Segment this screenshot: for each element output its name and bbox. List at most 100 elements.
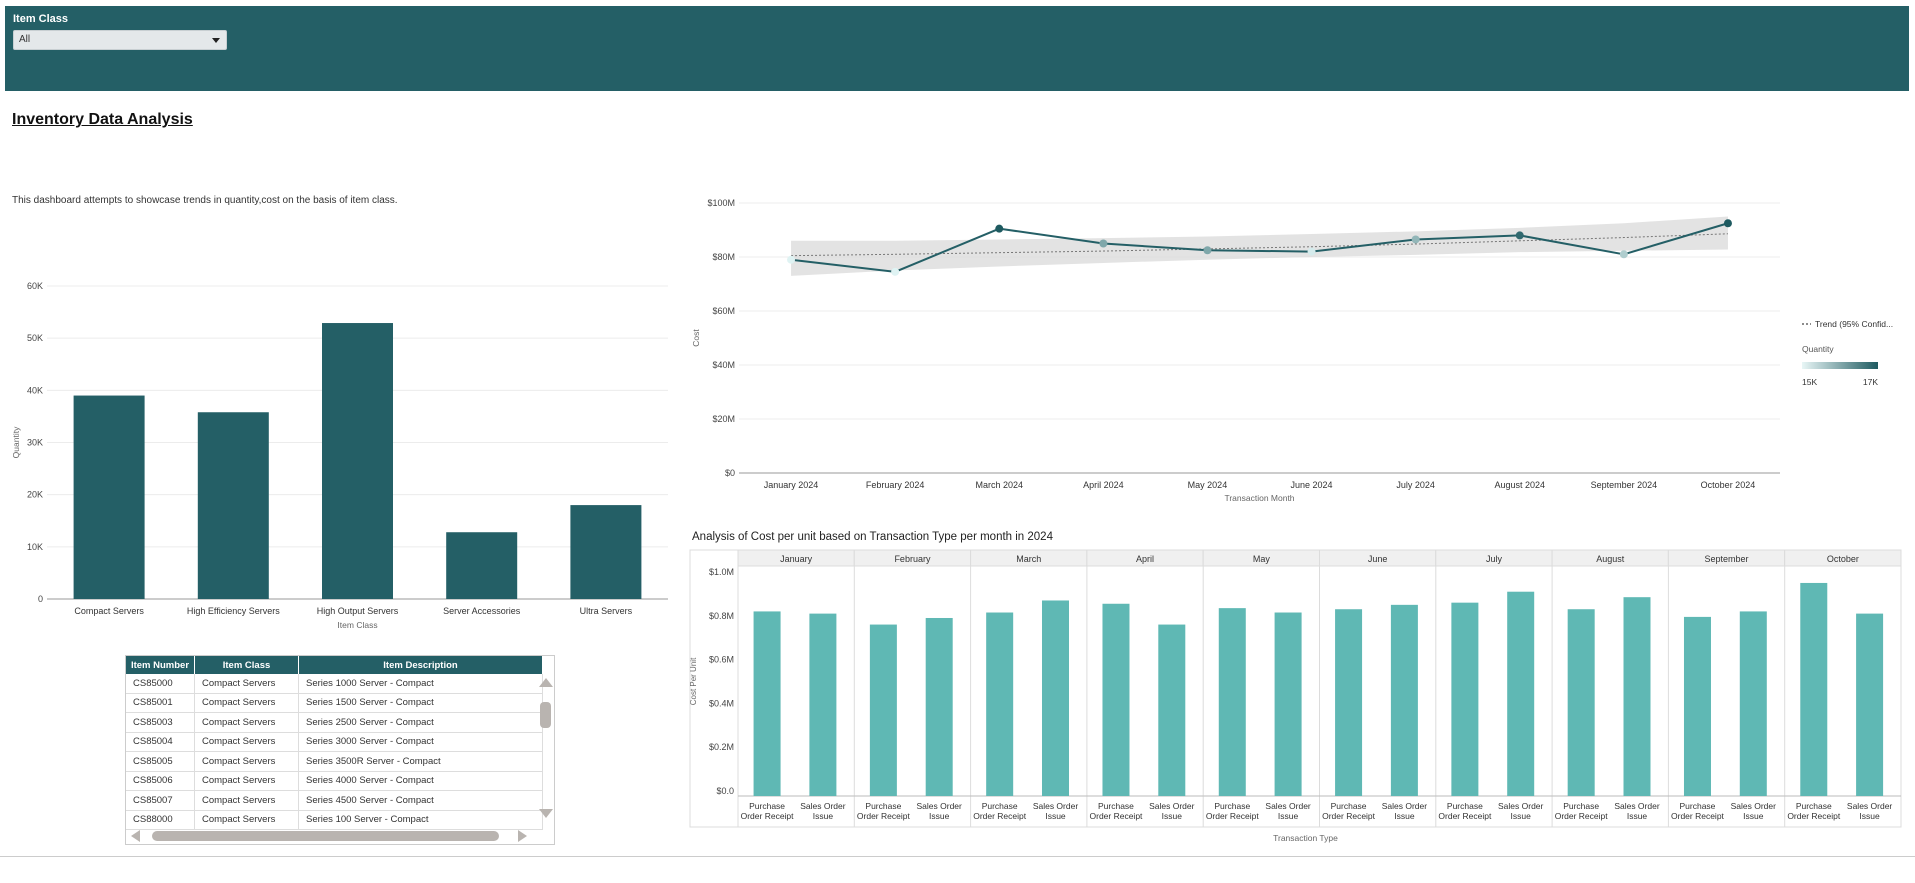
cell-item-class: Compact Servers bbox=[194, 693, 299, 713]
item-table: Item Number Item Class Item Description … bbox=[125, 655, 555, 845]
cell-item-number: CS85005 bbox=[126, 751, 195, 772]
bar-high-efficiency-servers bbox=[197, 412, 269, 599]
x-tick-label: Order Receipt bbox=[1787, 811, 1841, 821]
column-header-item-number[interactable]: Item Number bbox=[126, 656, 195, 674]
cell-item-number: CS85006 bbox=[126, 771, 195, 791]
horizontal-scrollbar[interactable] bbox=[126, 826, 554, 844]
table-row[interactable]: CS85001 Compact Servers Series 1500 Server… bbox=[126, 693, 543, 713]
cell-item-description: Series 1000 Server - Compact bbox=[298, 674, 543, 694]
bar-may-sales-order-issue bbox=[1274, 612, 1302, 796]
x-tick-label: Purchase bbox=[1098, 801, 1134, 811]
x-tick-label: Sales Order bbox=[1847, 801, 1893, 811]
x-tick-label: High Output Servers bbox=[317, 606, 399, 616]
panel-title: August bbox=[1596, 554, 1625, 564]
cell-item-number: CS85000 bbox=[126, 674, 195, 694]
column-header-item-class[interactable]: Item Class bbox=[194, 656, 299, 674]
x-tick-label: August 2024 bbox=[1494, 480, 1545, 490]
bar-july-purchase-order-receipt bbox=[1451, 602, 1479, 796]
x-tick-label: Sales Order bbox=[1265, 801, 1311, 811]
x-tick-label: Issue bbox=[813, 811, 834, 821]
x-tick-label: July 2024 bbox=[1396, 480, 1435, 490]
scroll-down-icon[interactable] bbox=[539, 809, 553, 818]
cell-item-number: CS85001 bbox=[126, 693, 195, 713]
bar-october-purchase-order-receipt bbox=[1800, 582, 1828, 796]
filter-bar: Item Class All bbox=[5, 6, 1909, 91]
x-tick-label: Order Receipt bbox=[1671, 811, 1725, 821]
scroll-right-icon[interactable] bbox=[518, 830, 527, 842]
cell-item-class: Compact Servers bbox=[194, 732, 299, 752]
bar-server-accessories bbox=[446, 532, 518, 599]
table-row[interactable]: CS85005 Compact Servers Series 3500R Serve… bbox=[126, 751, 543, 772]
cell-item-class: Compact Servers bbox=[194, 771, 299, 791]
x-tick-label: Issue bbox=[1162, 811, 1183, 821]
vertical-scroll-thumb[interactable] bbox=[540, 702, 551, 728]
x-tick-label: Issue bbox=[1859, 811, 1880, 821]
bar-march-purchase-order-receipt bbox=[986, 612, 1014, 796]
bar-january-purchase-order-receipt bbox=[753, 611, 781, 796]
table-row[interactable]: CS85003 Compact Servers Series 2500 Server… bbox=[126, 712, 543, 733]
cost-line bbox=[790, 222, 1729, 273]
x-tick-label: May 2024 bbox=[1188, 480, 1228, 490]
bar-january-sales-order-issue bbox=[809, 613, 837, 796]
scroll-up-icon[interactable] bbox=[539, 678, 553, 687]
bar-august-purchase-order-receipt bbox=[1567, 609, 1595, 796]
chart-title: Analysis of Cost per unit based on Trans… bbox=[692, 531, 1054, 543]
bar-february-purchase-order-receipt bbox=[869, 624, 897, 796]
cell-item-description: Series 100 Server - Compact bbox=[298, 810, 543, 830]
table-row[interactable]: CS85007 Compact Servers Series 4500 Server… bbox=[126, 790, 543, 811]
x-tick-label: Purchase bbox=[982, 801, 1018, 811]
cell-item-class: Compact Servers bbox=[194, 674, 299, 694]
bar-april-purchase-order-receipt bbox=[1102, 603, 1130, 796]
y-tick-label: $0.6M bbox=[709, 655, 734, 665]
table-row[interactable]: CS85000 Compact Servers Series 1000 Server… bbox=[126, 674, 543, 694]
scroll-left-icon[interactable] bbox=[131, 830, 140, 842]
table-row[interactable]: CS85004 Compact Servers Series 3000 Server… bbox=[126, 732, 543, 752]
panel-title: June bbox=[1368, 554, 1388, 564]
x-tick-label: Purchase bbox=[1563, 801, 1599, 811]
x-tick-label: Server Accessories bbox=[443, 606, 521, 616]
bar-september-sales-order-issue bbox=[1739, 611, 1767, 796]
x-tick-label: Order Receipt bbox=[1090, 811, 1144, 821]
x-axis-title: Item Class bbox=[337, 620, 377, 630]
vertical-scrollbar[interactable] bbox=[538, 676, 554, 826]
x-tick-label: Sales Order bbox=[800, 801, 846, 811]
x-tick-label: High Efficiency Servers bbox=[187, 606, 280, 616]
x-tick-label: Sales Order bbox=[1033, 801, 1079, 811]
chevron-down-icon[interactable] bbox=[212, 38, 220, 43]
x-tick-label: Order Receipt bbox=[741, 811, 795, 821]
cost-trend-chart: $0 $20M $40M $60M $80M $100M January 2024 Febru… bbox=[691, 198, 1893, 503]
table-row[interactable]: CS88000 Compact Servers Series 100 Server … bbox=[126, 810, 543, 830]
data-point bbox=[787, 255, 796, 264]
y-tick-label: 10K bbox=[27, 542, 43, 552]
horizontal-scroll-thumb[interactable] bbox=[152, 831, 499, 841]
cell-item-description: Series 1500 Server - Compact bbox=[298, 693, 543, 713]
panel-title: May bbox=[1253, 554, 1271, 564]
bar-compact-servers bbox=[73, 395, 145, 599]
item-class-select[interactable]: All bbox=[13, 30, 227, 50]
x-tick-label: Issue bbox=[1511, 811, 1532, 821]
page-title: Inventory Data Analysis bbox=[12, 111, 193, 128]
quantity-bar-chart: 0 10K 20K 30K 40K 50K 60K Compact Servers High E… bbox=[11, 281, 668, 630]
column-header-item-description[interactable]: Item Description bbox=[298, 656, 543, 674]
bar-april-sales-order-issue bbox=[1158, 624, 1186, 796]
x-tick-label: September 2024 bbox=[1591, 480, 1658, 490]
data-point bbox=[1619, 250, 1628, 259]
bar-march-sales-order-issue bbox=[1041, 600, 1069, 796]
y-tick-label: 60K bbox=[27, 281, 43, 291]
cell-item-description: Series 3000 Server - Compact bbox=[298, 732, 543, 752]
y-tick-label: $40M bbox=[712, 360, 735, 370]
y-tick-label: $0.8M bbox=[709, 611, 734, 621]
table-row[interactable]: CS85006 Compact Servers Series 4000 Server… bbox=[126, 771, 543, 791]
bar-october-sales-order-issue bbox=[1856, 613, 1884, 796]
y-tick-label: 40K bbox=[27, 385, 43, 395]
dashboard-description: This dashboard attempts to showcase tren… bbox=[12, 195, 398, 206]
quantity-legend-title: Quantity bbox=[1802, 344, 1834, 354]
quantity-legend-max: 17K bbox=[1863, 377, 1878, 387]
y-tick-label: 20K bbox=[27, 490, 43, 500]
x-tick-label: Purchase bbox=[1796, 801, 1832, 811]
x-tick-label: Issue bbox=[1627, 811, 1648, 821]
y-tick-label: 0 bbox=[38, 594, 43, 604]
y-axis-title: Cost bbox=[691, 329, 701, 347]
y-tick-label: $20M bbox=[712, 414, 735, 424]
panel-title: October bbox=[1827, 554, 1859, 564]
